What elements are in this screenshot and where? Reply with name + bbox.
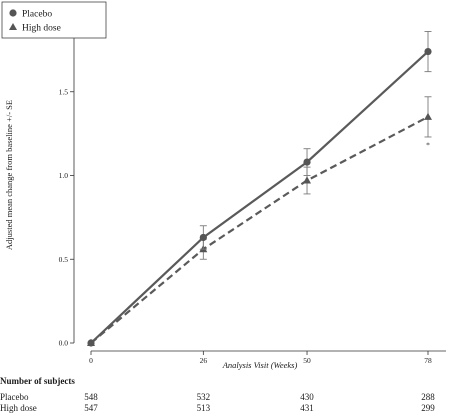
legend: Placebo High dose [1,1,107,39]
y-tick-label: 1.5 [59,87,69,96]
legend-box [1,1,107,39]
legend-highdose-marker [9,23,17,30]
series-layer: * [87,31,432,347]
y-tick-label: 0.5 [59,255,69,264]
table-cell: 299 [421,403,435,413]
table-cell: 288 [421,392,435,402]
legend-placebo-label: Placebo [22,10,52,20]
data-point-high-dose [424,112,432,120]
x-tick-label: 50 [303,356,311,365]
table-cell: 430 [300,392,314,402]
data-point-placebo [424,47,432,56]
y-tick-label: 0.0 [59,339,69,348]
table-cell: 548 [84,392,98,402]
x-tick-label: 26 [200,356,208,365]
table-cell: 513 [197,403,211,413]
data-point-placebo [303,158,311,166]
legend-placebo-marker [9,9,17,17]
y-axis-label: Adjusted mean change from baseline +/- S… [4,100,14,250]
data-point-high-dose [303,176,311,184]
data-point-placebo [199,233,207,242]
axes: 0.00.51.01.52.00265078 [59,4,446,365]
y-tick-label: 1.0 [59,171,69,180]
x-axis-label: Analysis Visit (Weeks) [222,360,298,370]
table-cell: 532 [197,392,211,402]
data-point-placebo [87,339,95,347]
annotation-asterisk: * [426,141,430,150]
table-cell: 547 [84,403,98,413]
table-row-label-highdose: High dose [0,403,37,413]
legend-highdose-label: High dose [22,24,61,34]
table-row-label-placebo: Placebo [0,392,29,402]
table-cell: 431 [300,403,314,413]
x-tick-label: 0 [89,356,93,365]
subjects-table-title: Number of subjects [0,376,75,386]
series-line-high-dose [90,115,429,344]
subjects-table: Number of subjects Placebo High dose 548… [0,376,435,413]
x-tick-label: 78 [424,356,432,365]
series-line-placebo [90,50,429,344]
